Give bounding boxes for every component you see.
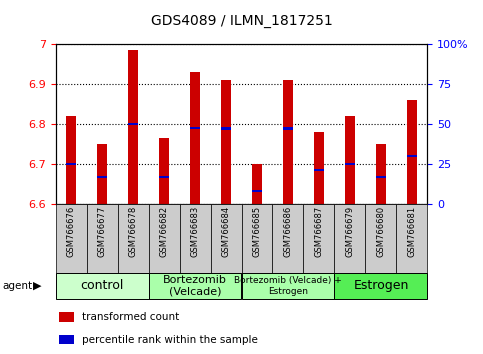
Bar bbox=[86, 204, 117, 273]
Bar bbox=[283, 127, 293, 130]
Bar bbox=[242, 273, 334, 299]
Bar bbox=[149, 204, 180, 273]
Text: GSM766682: GSM766682 bbox=[159, 206, 169, 257]
Bar bbox=[313, 132, 325, 204]
Bar bbox=[59, 335, 74, 344]
Text: percentile rank within the sample: percentile rank within the sample bbox=[82, 335, 257, 345]
Bar bbox=[407, 100, 417, 204]
Text: Bortezomib
(Velcade): Bortezomib (Velcade) bbox=[163, 275, 227, 297]
Bar bbox=[334, 273, 427, 299]
Bar bbox=[180, 204, 211, 273]
Bar bbox=[158, 176, 170, 178]
Text: GSM766681: GSM766681 bbox=[408, 206, 416, 257]
Bar bbox=[313, 169, 325, 171]
Text: GSM766678: GSM766678 bbox=[128, 206, 138, 257]
Text: GSM766676: GSM766676 bbox=[67, 206, 75, 257]
Bar bbox=[252, 164, 262, 204]
Bar bbox=[221, 80, 231, 204]
Bar bbox=[97, 176, 107, 178]
Text: GSM766687: GSM766687 bbox=[314, 206, 324, 257]
Text: GSM766685: GSM766685 bbox=[253, 206, 261, 257]
Text: GSM766679: GSM766679 bbox=[345, 206, 355, 257]
Bar bbox=[272, 204, 303, 273]
Text: control: control bbox=[80, 279, 124, 292]
Text: Estrogen: Estrogen bbox=[353, 279, 409, 292]
Bar bbox=[366, 204, 397, 273]
Text: GSM766684: GSM766684 bbox=[222, 206, 230, 257]
Bar bbox=[283, 80, 293, 204]
Bar bbox=[149, 273, 242, 299]
Bar bbox=[56, 273, 149, 299]
Text: Bortezomib (Velcade) +
Estrogen: Bortezomib (Velcade) + Estrogen bbox=[234, 276, 342, 296]
Text: GSM766677: GSM766677 bbox=[98, 206, 107, 257]
Text: ▶: ▶ bbox=[33, 281, 42, 291]
Bar bbox=[66, 116, 76, 204]
Bar bbox=[158, 138, 170, 204]
Bar bbox=[221, 127, 231, 130]
Bar bbox=[211, 204, 242, 273]
Bar bbox=[190, 72, 200, 204]
Bar bbox=[66, 162, 76, 165]
Bar bbox=[334, 204, 366, 273]
Bar bbox=[117, 204, 149, 273]
Bar bbox=[344, 116, 355, 204]
Text: GSM766680: GSM766680 bbox=[376, 206, 385, 257]
Bar bbox=[97, 144, 107, 204]
Bar bbox=[344, 162, 355, 165]
Bar bbox=[397, 204, 427, 273]
Text: GSM766683: GSM766683 bbox=[190, 206, 199, 257]
Bar bbox=[303, 204, 334, 273]
Text: GDS4089 / ILMN_1817251: GDS4089 / ILMN_1817251 bbox=[151, 14, 332, 28]
Text: GSM766686: GSM766686 bbox=[284, 206, 293, 257]
Bar bbox=[376, 144, 386, 204]
Bar bbox=[242, 204, 272, 273]
Bar bbox=[56, 204, 86, 273]
Bar bbox=[376, 176, 386, 178]
Bar bbox=[407, 155, 417, 157]
Text: agent: agent bbox=[2, 281, 32, 291]
Bar bbox=[128, 123, 139, 125]
Bar bbox=[190, 127, 200, 129]
Text: transformed count: transformed count bbox=[82, 312, 179, 322]
Bar bbox=[128, 50, 139, 204]
Bar bbox=[59, 313, 74, 322]
Bar bbox=[252, 190, 262, 192]
